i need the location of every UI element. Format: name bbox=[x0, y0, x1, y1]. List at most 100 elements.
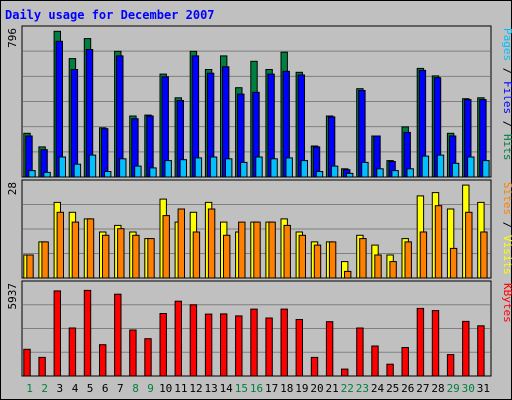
legend-part: Files bbox=[501, 81, 512, 114]
kbytes-bar-day-27 bbox=[416, 307, 425, 377]
kbytes-bar-day-25 bbox=[386, 363, 394, 377]
x-tick-label-24: 24 bbox=[371, 382, 385, 395]
sites-bar-day-29 bbox=[449, 247, 458, 279]
x-tick-label-2: 2 bbox=[41, 382, 48, 395]
x-tick-label-26: 26 bbox=[401, 382, 414, 395]
kbytes-bar-day-21 bbox=[325, 321, 334, 377]
kbytes-bar-day-30 bbox=[462, 320, 470, 377]
sites-bar-day-21 bbox=[328, 241, 337, 279]
x-tick-label-23: 23 bbox=[356, 382, 369, 395]
sites-bar-day-3 bbox=[56, 211, 64, 279]
sites-bar-day-30 bbox=[465, 211, 473, 279]
legend-part: KBytes bbox=[501, 283, 512, 323]
pages-bar-day-8 bbox=[134, 165, 142, 178]
kbytes-bar-day-4 bbox=[68, 327, 77, 377]
y-max-label: 28 bbox=[6, 182, 19, 195]
kbytes-bar-day-13 bbox=[204, 313, 213, 377]
x-tick-label-5: 5 bbox=[87, 382, 94, 395]
sites-bar-day-14 bbox=[223, 234, 231, 279]
pages-bar-day-17 bbox=[270, 158, 278, 178]
sites-bar-day-9 bbox=[147, 238, 155, 279]
sites-bar-day-11 bbox=[177, 208, 186, 279]
pages-bar-day-31 bbox=[482, 160, 490, 178]
pages-bar-day-13 bbox=[209, 156, 218, 178]
pages-bar-day-30 bbox=[467, 156, 475, 178]
sites-bar-day-20 bbox=[313, 244, 322, 279]
kbytes-bar-day-17 bbox=[265, 317, 273, 377]
pages-bar-day-27 bbox=[421, 155, 430, 178]
kbytes-bar-day-28 bbox=[431, 310, 440, 377]
kbytes-bar-day-9 bbox=[144, 338, 152, 377]
sites-bar-day-10 bbox=[162, 215, 170, 279]
x-tick-label-20: 20 bbox=[310, 382, 323, 395]
x-tick-label-8: 8 bbox=[132, 382, 139, 395]
sites-bar-day-31 bbox=[480, 231, 488, 279]
kbytes-bar-day-8 bbox=[129, 329, 137, 377]
kbytes-bar-day-10 bbox=[159, 313, 167, 377]
kbytes-bar-day-11 bbox=[174, 300, 183, 377]
x-tick-label-12: 12 bbox=[189, 382, 202, 395]
x-tick-label-10: 10 bbox=[159, 382, 172, 395]
x-tick-label-16: 16 bbox=[250, 382, 263, 395]
y-max-label: 796 bbox=[6, 28, 19, 48]
series-legend: Sites / Visits bbox=[501, 182, 512, 275]
kbytes-bar-day-7 bbox=[114, 293, 122, 377]
legend-part: Hits bbox=[501, 134, 512, 161]
pages-bar-day-6 bbox=[104, 171, 112, 178]
y-max-label: 5937 bbox=[6, 283, 19, 310]
sites-bar-day-25 bbox=[389, 261, 397, 279]
legend-part: Pages bbox=[501, 28, 512, 61]
sites-bar-day-7 bbox=[117, 228, 125, 279]
kbytes-bar-day-29 bbox=[446, 354, 455, 377]
sites-bar-day-28 bbox=[434, 205, 443, 279]
sites-bar-day-6 bbox=[102, 234, 110, 279]
x-tick-label-21: 21 bbox=[325, 382, 338, 395]
x-tick-label-19: 19 bbox=[295, 382, 308, 395]
pages-bar-day-1 bbox=[28, 170, 36, 178]
legend-part: / bbox=[501, 215, 512, 235]
pages-bar-day-11 bbox=[179, 159, 188, 178]
x-tick-label-14: 14 bbox=[220, 382, 234, 395]
kbytes-bar-day-19 bbox=[295, 319, 304, 377]
kbytes-bar-day-16 bbox=[250, 308, 258, 377]
pages-bar-day-23 bbox=[361, 161, 369, 178]
sites-bar-day-17 bbox=[268, 221, 276, 279]
pages-bar-day-15 bbox=[240, 161, 248, 178]
x-tick-label-3: 3 bbox=[56, 382, 63, 395]
kbytes-bar-day-12 bbox=[189, 304, 198, 377]
pages-bar-day-25 bbox=[391, 170, 399, 178]
sites-bar-day-4 bbox=[71, 221, 80, 279]
kbytes-bar-day-6 bbox=[99, 344, 107, 377]
kbytes-bar-day-15 bbox=[235, 315, 243, 377]
kbytes-bar-day-2 bbox=[38, 356, 46, 377]
sites-bar-day-23 bbox=[359, 238, 367, 279]
x-tick-label-13: 13 bbox=[204, 382, 217, 395]
sites-bar-day-27 bbox=[419, 231, 428, 279]
kbytes-bar-day-23 bbox=[356, 327, 364, 377]
pages-bar-day-2 bbox=[43, 171, 51, 178]
sites-bar-day-18 bbox=[283, 224, 291, 279]
pages-bar-day-20 bbox=[315, 171, 324, 178]
legend-part: / bbox=[501, 61, 512, 81]
x-tick-label-6: 6 bbox=[102, 382, 109, 395]
x-tick-label-31: 31 bbox=[477, 382, 490, 395]
x-tick-label-1: 1 bbox=[26, 382, 33, 395]
pages-bar-day-4 bbox=[73, 163, 82, 178]
kbytes-bar-day-18 bbox=[280, 308, 288, 377]
x-tick-label-29: 29 bbox=[447, 382, 460, 395]
pages-bar-day-22 bbox=[346, 172, 354, 178]
kbytes-bar-day-31 bbox=[477, 325, 485, 377]
legend-part: Visits bbox=[501, 235, 512, 275]
sites-bar-day-13 bbox=[207, 208, 216, 279]
sites-bar-day-16 bbox=[253, 221, 261, 279]
x-tick-label-22: 22 bbox=[341, 382, 354, 395]
x-tick-label-7: 7 bbox=[117, 382, 124, 395]
x-tick-label-9: 9 bbox=[147, 382, 154, 395]
sites-bar-day-5 bbox=[86, 218, 95, 279]
pages-bar-day-21 bbox=[330, 165, 339, 178]
pages-bar-day-18 bbox=[285, 157, 293, 178]
pages-bar-day-26 bbox=[406, 168, 414, 178]
kbytes-bar-day-5 bbox=[83, 289, 92, 377]
x-tick-label-25: 25 bbox=[386, 382, 399, 395]
